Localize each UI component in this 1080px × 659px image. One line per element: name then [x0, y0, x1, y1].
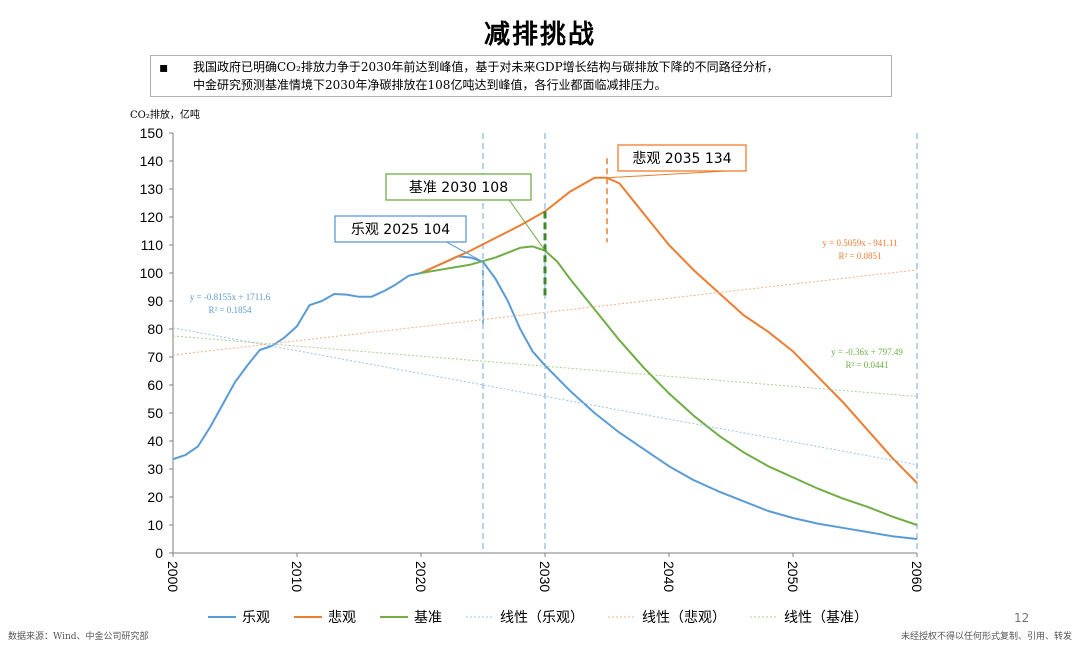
legend-label: 线性（乐观）	[500, 610, 584, 626]
x-tick-label: 2060	[909, 561, 925, 592]
callout-leader	[446, 241, 484, 263]
legend-label: 基准	[414, 609, 442, 626]
legend-label: 线性（基准）	[784, 609, 868, 626]
note-line-2: 中金研究预测基准情境下2030年净碳排放在108亿吨达到峰值，各行业都面临减排压…	[193, 78, 667, 92]
x-tick-label: 2050	[785, 561, 801, 592]
y-tick-label: 90	[147, 293, 163, 309]
callout-box	[617, 144, 747, 172]
callout-leader	[606, 170, 727, 179]
y-tick-label: 50	[147, 405, 163, 421]
callout-label: 悲观 2035 134	[632, 150, 731, 167]
trendline-r2: R² = 0.0441	[845, 360, 888, 370]
summary-note: ▪ 我国政府已明确CO₂排放力争于2030年前达到峰值，基于对未来GDP增长结构…	[150, 55, 892, 97]
disclaimer: 未经授权不得以任何形式复制、引用、转发	[900, 632, 1072, 642]
x-tick-label: 2030	[537, 561, 553, 592]
y-tick-label: 140	[140, 153, 164, 169]
x-tick-label: 2010	[289, 561, 305, 592]
series-line	[420, 176, 918, 484]
callout-leader	[508, 199, 546, 251]
trendline-r2: R² = 0.1854	[208, 305, 252, 315]
legend-label: 悲观	[328, 609, 356, 626]
legend-label: 线性（悲观）	[642, 609, 726, 626]
bullet-icon: ▪	[159, 60, 169, 76]
legend-label: 乐观	[242, 610, 270, 626]
x-tick-label: 2000	[165, 561, 181, 592]
x-tick-label: 2040	[661, 561, 677, 592]
y-tick-label: 40	[147, 433, 163, 449]
callout-box	[334, 215, 467, 243]
y-tick-label: 100	[140, 265, 164, 281]
y-tick-label: 10	[147, 517, 163, 533]
source-note: 数据来源：Wind、中金公司研究部	[8, 632, 149, 642]
y-tick-label: 110	[141, 237, 164, 253]
x-tick-label: 2020	[413, 561, 429, 592]
series-line	[172, 269, 918, 356]
series-line	[172, 335, 918, 397]
y-tick-label: 20	[147, 489, 163, 505]
callout-label: 基准 2030 108	[409, 179, 508, 196]
y-tick-label: 150	[140, 125, 164, 141]
callout-box	[385, 173, 532, 201]
page-number: 12	[1014, 611, 1030, 625]
trendline-equation: y = 0.5059x - 941.11	[822, 238, 897, 248]
y-tick-label: 130	[140, 181, 164, 197]
y-tick-label: 120	[140, 209, 164, 225]
y-tick-label: 30	[147, 461, 163, 477]
callout-label: 乐观 2025 104	[351, 222, 450, 238]
trendline-r2: R² = 0.0851	[838, 251, 881, 261]
series-line	[420, 245, 918, 526]
y-tick-label: 80	[147, 321, 163, 337]
y-axis-label: CO₂排放，亿吨	[130, 110, 200, 121]
note-line-1: 我国政府已明确CO₂排放力争于2030年前达到峰值，基于对未来GDP增长结构与碳…	[193, 60, 779, 74]
trendline-equation: y = -0.36x + 797.49	[831, 347, 903, 357]
page-title: 减排挑战	[483, 20, 596, 50]
y-tick-label: 0	[155, 545, 163, 561]
trendline-equation: y = -0.8155x + 1711.6	[190, 292, 271, 302]
y-tick-label: 70	[147, 349, 163, 365]
y-tick-label: 60	[147, 377, 163, 393]
